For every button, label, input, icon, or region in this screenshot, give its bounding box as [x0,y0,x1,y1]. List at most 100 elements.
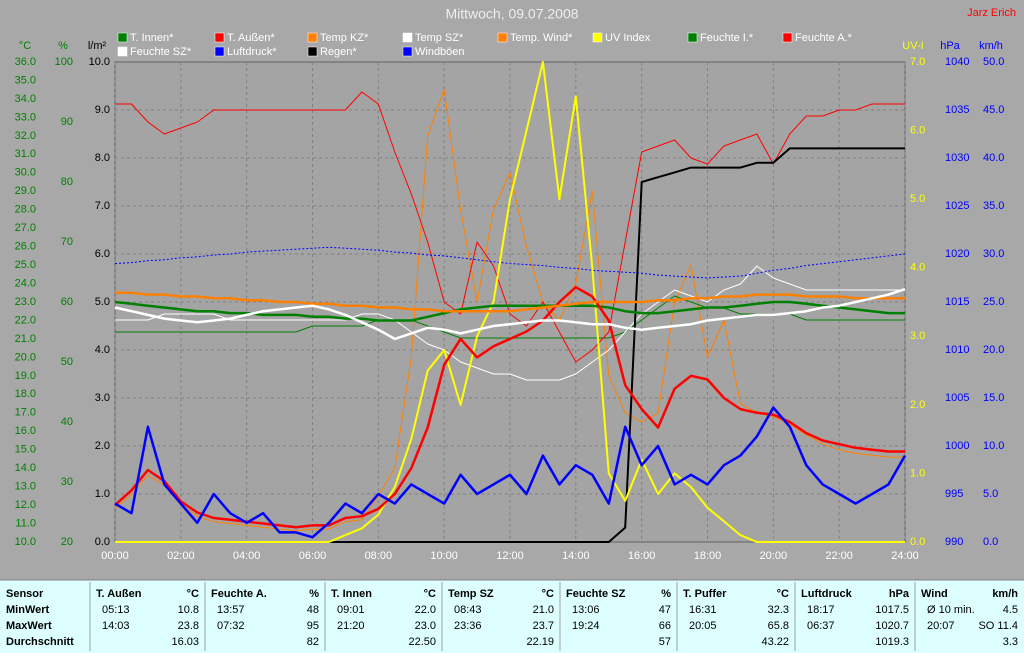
cell-time: 13:06 [572,604,600,616]
y-tick-label: 6.0 [910,124,925,136]
x-tick-label: 20:00 [760,550,788,562]
y-tick-label: 40 [61,416,73,428]
cell-value: 23.0 [415,620,436,632]
y-tick-label: 80 [61,176,73,188]
axis-title: km/h [979,40,1003,52]
cell-value: 66 [659,620,671,632]
y-tick-label: 3.0 [910,330,925,342]
y-tick-label: 1.0 [95,488,110,500]
legend-swatch [687,32,698,43]
y-tick-label: 50.0 [983,56,1004,68]
legend-swatch [214,46,225,57]
y-tick-label: 7.0 [95,200,110,212]
cell-value: 23.7 [533,620,554,632]
y-tick-label: 1000 [945,440,969,452]
y-tick-label: 10.0 [89,56,110,68]
series-line [115,91,905,363]
y-tick-label: 50 [61,356,73,368]
y-tick-label: 8.0 [95,152,110,164]
y-tick-label: 10.0 [15,536,36,548]
legend-label: Luftdruck* [227,46,277,58]
y-tick-label: 1005 [945,392,969,404]
y-tick-label: 12.0 [15,499,36,511]
y-tick-label: 3.0 [95,392,110,404]
column-unit: % [661,588,671,600]
column-name: T. Puffer [683,588,727,600]
cell-value: 21.0 [533,604,554,616]
cell-time: 21:20 [337,620,365,632]
y-tick-label: 15.0 [15,444,36,456]
column-name: Feuchte SZ [566,588,626,600]
series-line [114,89,905,532]
column-name: Temp SZ [448,588,494,600]
series-line [114,300,905,322]
axis-title: UV-I [902,40,923,52]
legend-swatch [402,46,413,57]
y-tick-label: 16.0 [15,425,36,437]
legend-swatch [117,46,128,57]
y-tick-label: 995 [945,488,963,500]
y-tick-label: 1030 [945,152,969,164]
x-tick-label: 08:00 [365,550,393,562]
x-tick-label: 18:00 [694,550,722,562]
y-tick-label: 45.0 [983,104,1004,116]
legend-label: Temp. Wind* [510,32,573,44]
y-tick-label: 4.0 [910,262,925,274]
y-tick-label: 1025 [945,200,969,212]
cell-time: 13:57 [217,604,245,616]
y-tick-label: 0.0 [910,536,925,548]
axis-title: % [58,40,68,52]
cell-value: SO 11.4 [978,620,1018,632]
column-unit: °C [424,588,436,600]
cell-value: 1017.5 [875,604,909,616]
cell-value: 57 [659,636,671,648]
y-tick-label: 30.0 [15,167,36,179]
y-tick-label: 90 [61,116,73,128]
y-tick-label: 5.0 [910,193,925,205]
x-tick-label: 16:00 [628,550,656,562]
y-tick-label: 1035 [945,104,969,116]
series-line [114,287,906,341]
y-tick-label: 990 [945,536,963,548]
cell-value: 1019.3 [875,636,909,648]
x-tick-label: 04:00 [233,550,261,562]
cell-value: 10.8 [178,604,199,616]
cell-time: 20:05 [689,620,717,632]
legend-label: T. Innen* [130,32,174,44]
row-label: MinWert [6,604,50,616]
y-tick-label: 0.0 [983,536,998,548]
y-tick-label: 1020 [945,248,969,260]
x-tick-label: 02:00 [167,550,195,562]
cell-value: 22.19 [526,636,554,648]
column-name: T. Innen [331,588,372,600]
cell-value: 16.03 [171,636,199,648]
column-unit: °C [542,588,554,600]
legend-swatch [214,32,225,43]
legend-swatch [497,32,508,43]
y-tick-label: 30 [61,476,73,488]
axis-title: hPa [940,40,960,52]
cell-value: 22.0 [415,604,436,616]
axis-title: °C [19,40,31,52]
legend-label: Feuchte I.* [700,32,754,44]
column-name: T. Außen [96,588,142,600]
y-tick-label: 2.0 [910,399,925,411]
y-tick-label: 24.0 [15,277,36,289]
y-tick-label: 28.0 [15,204,36,216]
y-tick-label: 20.0 [15,351,36,363]
cell-value: 22.50 [408,636,436,648]
cell-value: 3.3 [1003,636,1018,648]
y-tick-label: 35.0 [983,200,1004,212]
legend-swatch [307,32,318,43]
column-name: Wind [921,588,948,600]
table-background [0,580,1024,653]
legend-swatch [592,32,603,43]
y-tick-label: 9.0 [95,104,110,116]
cell-time: 14:03 [102,620,130,632]
y-tick-label: 18.0 [15,388,36,400]
y-tick-label: 27.0 [15,222,36,234]
y-tick-label: 17.0 [15,407,36,419]
y-tick-label: 22.0 [15,314,36,326]
column-unit: km/h [992,588,1018,600]
